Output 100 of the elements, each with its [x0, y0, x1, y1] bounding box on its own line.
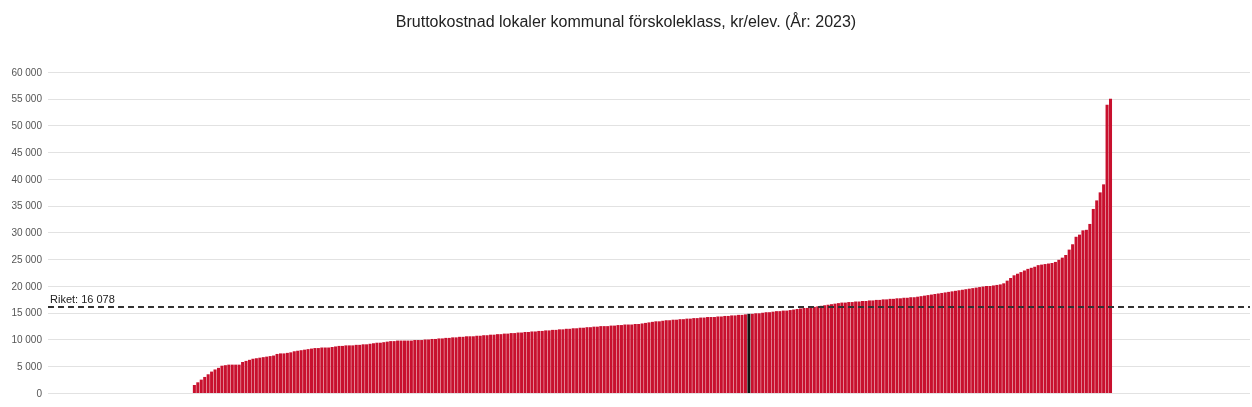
- bar: [210, 371, 214, 393]
- bar: [234, 364, 238, 393]
- bar: [475, 335, 479, 393]
- bar: [967, 288, 971, 393]
- bar: [826, 304, 830, 393]
- bar: [430, 338, 434, 393]
- bar: [588, 327, 592, 393]
- bar: [506, 333, 510, 393]
- bar: [1074, 236, 1078, 393]
- bar: [1064, 254, 1068, 393]
- bar: [950, 291, 954, 393]
- bar: [647, 322, 651, 393]
- bar: [578, 327, 582, 393]
- bar: [482, 335, 486, 393]
- bar: [299, 350, 303, 393]
- bar: [836, 303, 840, 393]
- bar: [557, 329, 561, 393]
- bar: [227, 364, 231, 393]
- bar: [272, 355, 276, 393]
- bar: [699, 317, 703, 393]
- bar: [330, 346, 334, 393]
- y-tick-label: 20 000: [11, 280, 43, 292]
- bar: [203, 376, 207, 393]
- bar: [785, 310, 789, 393]
- ref-line-label: Riket: 16 078: [50, 293, 115, 306]
- bar: [892, 298, 896, 393]
- bar: [809, 307, 813, 393]
- bar: [485, 335, 489, 393]
- bar: [220, 365, 224, 393]
- bar: [340, 345, 344, 393]
- bar: [365, 344, 369, 393]
- bar: [706, 317, 710, 393]
- bar: [685, 318, 689, 393]
- bar: [919, 296, 923, 393]
- bar: [916, 296, 920, 393]
- bar: [1053, 261, 1057, 393]
- bar: [929, 294, 933, 393]
- bar: [385, 341, 389, 393]
- bar: [995, 284, 999, 393]
- bar: [254, 358, 258, 393]
- bar: [358, 344, 362, 393]
- bar: [389, 341, 393, 393]
- bar: [396, 340, 400, 393]
- bar: [530, 331, 534, 393]
- bar: [978, 287, 982, 393]
- bar: [637, 323, 641, 393]
- bar: [802, 307, 806, 393]
- bar: [688, 318, 692, 393]
- bar: [199, 379, 203, 393]
- bar: [754, 313, 758, 393]
- bar: [309, 348, 313, 393]
- bar: [575, 328, 579, 393]
- bar: [895, 298, 899, 393]
- bar: [768, 312, 772, 393]
- bar: [313, 348, 317, 393]
- bar: [520, 332, 524, 393]
- bar: [723, 315, 727, 393]
- bar: [619, 325, 623, 393]
- bar: [1019, 272, 1023, 393]
- bar: [854, 301, 858, 393]
- bar: [247, 359, 251, 393]
- bar: [447, 337, 451, 393]
- bar: [626, 324, 630, 393]
- bar: [402, 340, 406, 393]
- bar: [237, 364, 241, 393]
- bar: [991, 285, 995, 393]
- bar: [833, 303, 837, 393]
- bar: [857, 301, 861, 393]
- bar: [630, 324, 634, 393]
- y-tick-label: 50 000: [11, 120, 43, 131]
- bar: [898, 298, 902, 393]
- bar: [1029, 267, 1033, 393]
- bar: [874, 299, 878, 393]
- bar: [712, 317, 716, 393]
- bar: [451, 337, 455, 393]
- y-tick-label: 25 000: [11, 253, 43, 265]
- bar: [489, 334, 493, 393]
- bar: [502, 333, 506, 393]
- bar: [812, 306, 816, 393]
- bar: [633, 323, 637, 393]
- bar: [1022, 270, 1026, 393]
- bar: [268, 356, 272, 393]
- bar: [599, 326, 603, 393]
- y-tick-label: 45 000: [11, 146, 43, 158]
- bar: [864, 300, 868, 393]
- bar: [241, 361, 245, 393]
- bar: [285, 352, 289, 393]
- bar: [695, 318, 699, 393]
- bar: [244, 360, 248, 393]
- bar: [740, 314, 744, 393]
- bar: [351, 345, 355, 393]
- bar: [816, 306, 820, 393]
- bar: [778, 311, 782, 393]
- bar: [258, 357, 262, 393]
- bar: [368, 343, 372, 393]
- bar: [909, 297, 913, 393]
- bar: [733, 315, 737, 393]
- y-tick-label: 5 000: [16, 360, 43, 372]
- bar: [420, 340, 424, 393]
- bar: [613, 325, 617, 393]
